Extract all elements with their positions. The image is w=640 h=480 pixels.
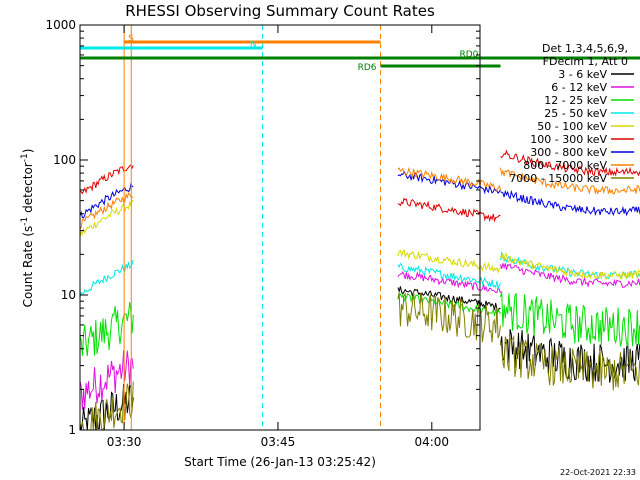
timestamp: 22-Oct-2021 22:33 [560,468,636,477]
series-800-7000-kev-segment-2 [397,166,501,192]
flag-label-s: S [128,34,134,44]
x-tick-label: 03:45 [261,435,296,449]
series-3-6-kev-segment-2 [397,286,501,313]
y-tick-label: 10 [61,288,76,302]
series-6-12-kev-segment-2 [397,271,501,294]
flag-label-n: N [250,40,257,50]
legend: Det 1,3,4,5,6,9,FDecim 1, Att 03 - 6 keV… [509,42,634,185]
legend-entry-label: 800 - 7000 keV [523,159,607,172]
series-25-50-kev-segment-2 [397,262,501,290]
series-50-100-kev-segment-3 [500,253,640,281]
x-tick-label: 04:00 [414,435,449,449]
series-12-25-kev-segment-3 [500,291,640,347]
legend-entry-label: 12 - 25 keV [544,94,607,107]
legend-entry-label: 50 - 100 keV [537,120,607,133]
legend-entry-label: 25 - 50 keV [544,107,607,120]
legend-entry-label: 300 - 800 keV [530,146,607,159]
flag-label-rd6: RD6 [358,63,377,73]
y-axis-label: Count Rate (s-1 detector-1) [20,149,35,308]
x-axis: 03:30 03:45 04:00 [107,25,449,449]
flag-label-rd0: RD0 [459,50,478,60]
plot-frame [79,24,481,431]
legend-header-line: FDecim 1, Att 0 [543,55,628,68]
series-300-800-kev-segment-3 [500,189,640,217]
legend-header-line: Det 1,3,4,5,6,9, [542,42,628,55]
series-7000-15000-kev-segment-3 [500,334,640,391]
series-6-12-kev-segment-3 [500,263,640,289]
series-3-6-kev-segment-3 [500,329,640,383]
y-tick-label: 1 [68,423,76,437]
series-800-7000-kev-segment-3 [500,167,640,195]
series-100-300-kev-segment-2 [397,197,501,223]
legend-entry-label: 6 - 12 keV [551,81,607,94]
series-7000-15000-kev-segment-2 [397,291,501,343]
y-tick-label: 1000 [45,18,76,32]
x-tick-label: 03:30 [107,435,142,449]
series-50-100-kev-segment-2 [397,248,501,274]
legend-entry-label: 100 - 300 keV [530,133,607,146]
y-tick-label: 100 [53,153,76,167]
y-axis: 1 10 100 1000 [45,18,480,437]
legend-entry-label: 7000 - 15000 keV [509,172,607,185]
chart-title: RHESSI Observing Summary Count Rates [125,2,435,20]
legend-entry-label: 3 - 6 keV [558,68,607,81]
series-100-300-kev-segment-3 [500,149,640,177]
x-axis-label: Start Time (26-Jan-13 03:25:42) [184,455,376,469]
series-12-25-kev-segment-2 [397,292,501,317]
